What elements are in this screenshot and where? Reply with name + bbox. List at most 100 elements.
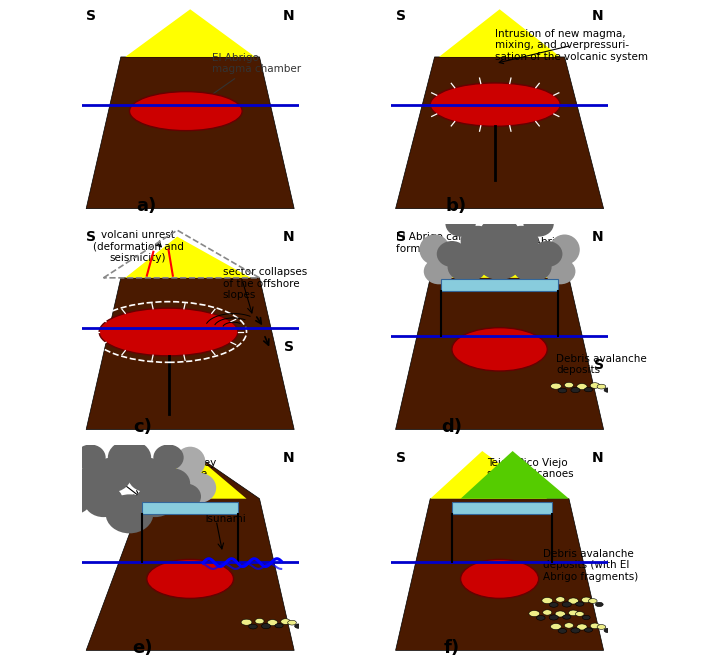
- Text: sector collapses
of the offshore
slopes: sector collapses of the offshore slopes: [223, 267, 307, 300]
- Ellipse shape: [106, 495, 154, 533]
- Ellipse shape: [590, 382, 600, 388]
- Ellipse shape: [49, 509, 80, 536]
- Polygon shape: [396, 499, 603, 650]
- Ellipse shape: [595, 602, 603, 607]
- Text: S: S: [284, 340, 294, 354]
- Ellipse shape: [171, 483, 201, 509]
- Ellipse shape: [550, 602, 558, 608]
- Ellipse shape: [577, 624, 587, 630]
- Ellipse shape: [562, 602, 571, 607]
- Polygon shape: [143, 451, 246, 499]
- Ellipse shape: [281, 619, 291, 624]
- Polygon shape: [86, 278, 294, 430]
- Ellipse shape: [147, 559, 233, 598]
- Text: N: N: [283, 230, 294, 244]
- Text: Teide-Pico Viejo
strato volcanoes: Teide-Pico Viejo strato volcanoes: [487, 457, 573, 479]
- Ellipse shape: [288, 620, 296, 625]
- Text: S: S: [86, 230, 96, 244]
- Text: e): e): [132, 639, 153, 657]
- Ellipse shape: [480, 217, 519, 248]
- Text: N: N: [592, 230, 603, 244]
- Polygon shape: [86, 451, 294, 650]
- Ellipse shape: [545, 258, 575, 284]
- Ellipse shape: [584, 628, 593, 632]
- Ellipse shape: [437, 241, 467, 267]
- Text: f): f): [444, 639, 460, 657]
- Ellipse shape: [536, 616, 545, 620]
- Text: b): b): [446, 197, 467, 216]
- Text: volcani unrest
(deformation and
seismicity): volcani unrest (deformation and seismici…: [93, 230, 183, 264]
- Polygon shape: [86, 57, 294, 208]
- Ellipse shape: [550, 623, 561, 629]
- Text: N: N: [592, 9, 603, 23]
- FancyBboxPatch shape: [441, 279, 558, 291]
- Ellipse shape: [513, 252, 552, 282]
- Polygon shape: [435, 230, 565, 278]
- Text: S: S: [86, 451, 96, 465]
- Ellipse shape: [577, 384, 587, 390]
- Text: Debris avalanche
deposits (with El
Abrigo fragments): Debris avalanche deposits (with El Abrig…: [543, 548, 638, 582]
- Polygon shape: [125, 9, 255, 57]
- Ellipse shape: [75, 444, 106, 471]
- Ellipse shape: [93, 457, 131, 492]
- Ellipse shape: [581, 597, 591, 603]
- Polygon shape: [396, 278, 603, 430]
- Ellipse shape: [452, 327, 547, 371]
- Text: N: N: [283, 451, 294, 465]
- Text: S: S: [593, 357, 603, 371]
- Ellipse shape: [555, 597, 565, 602]
- Ellipse shape: [478, 245, 521, 280]
- Text: S: S: [396, 451, 406, 465]
- Ellipse shape: [504, 226, 538, 256]
- Ellipse shape: [295, 624, 303, 628]
- Polygon shape: [431, 451, 547, 499]
- Ellipse shape: [558, 388, 567, 393]
- Ellipse shape: [45, 477, 75, 507]
- Ellipse shape: [604, 628, 612, 633]
- Text: a): a): [136, 197, 157, 216]
- Ellipse shape: [575, 602, 584, 606]
- Text: S: S: [396, 9, 406, 23]
- Ellipse shape: [571, 628, 580, 633]
- Ellipse shape: [588, 598, 597, 604]
- FancyBboxPatch shape: [143, 502, 238, 514]
- Ellipse shape: [267, 620, 278, 625]
- Text: N: N: [283, 9, 294, 23]
- Text: N: N: [592, 451, 603, 465]
- Ellipse shape: [461, 226, 496, 256]
- Ellipse shape: [532, 241, 563, 267]
- Ellipse shape: [136, 485, 175, 517]
- Ellipse shape: [584, 388, 593, 392]
- Ellipse shape: [590, 623, 600, 629]
- Ellipse shape: [129, 92, 242, 131]
- Text: Tsunami: Tsunami: [203, 514, 246, 524]
- Ellipse shape: [583, 616, 590, 620]
- Text: Ring-faults: Ring-faults: [93, 471, 149, 481]
- Ellipse shape: [241, 620, 252, 625]
- Ellipse shape: [446, 210, 476, 236]
- Ellipse shape: [563, 615, 571, 620]
- Ellipse shape: [571, 388, 580, 392]
- Ellipse shape: [275, 623, 283, 628]
- Ellipse shape: [175, 447, 206, 477]
- Ellipse shape: [448, 252, 487, 282]
- Ellipse shape: [419, 234, 450, 265]
- Ellipse shape: [127, 457, 166, 492]
- Text: El Abrigo caldera-
forming eruption: El Abrigo caldera- forming eruption: [396, 232, 488, 254]
- Text: El Abrigo
magma chamber: El Abrigo magma chamber: [198, 52, 301, 104]
- Text: Icod Valley
landslide: Icod Valley landslide: [160, 457, 216, 479]
- Text: Intrusion of new magma,
mixing, and overpressuri-
sation of the volcanic system: Intrusion of new magma, mixing, and over…: [496, 29, 648, 64]
- Ellipse shape: [54, 451, 84, 481]
- Text: S: S: [396, 230, 406, 244]
- Text: Debris avalanche
deposits: Debris avalanche deposits: [556, 354, 647, 375]
- Polygon shape: [439, 9, 560, 57]
- Ellipse shape: [154, 444, 183, 471]
- Ellipse shape: [542, 598, 553, 604]
- FancyBboxPatch shape: [452, 502, 552, 514]
- Polygon shape: [461, 451, 569, 499]
- Ellipse shape: [568, 610, 578, 616]
- Ellipse shape: [255, 618, 264, 624]
- Ellipse shape: [558, 629, 567, 633]
- Text: S: S: [86, 9, 96, 23]
- Ellipse shape: [261, 623, 271, 629]
